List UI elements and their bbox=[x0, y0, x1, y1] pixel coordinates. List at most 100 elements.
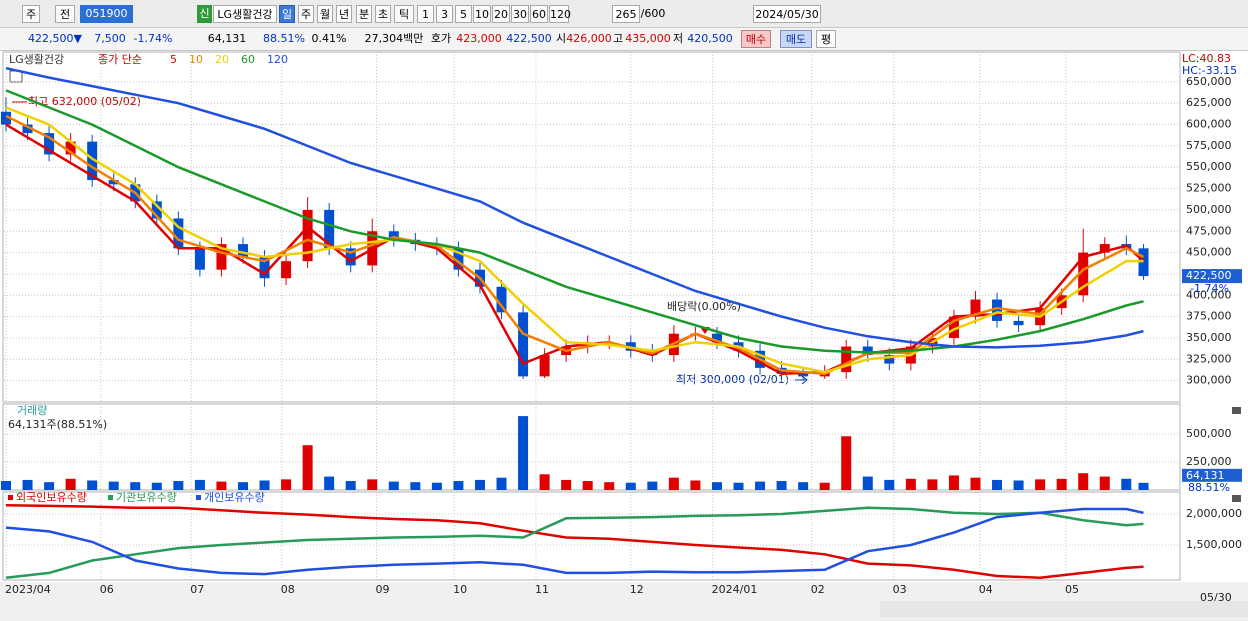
toolbar: 주 전 051900 신 LG생활건강 일 주 월 년 분 초 틱 1 3 5 10 20 30 60 120 265/… bbox=[0, 0, 1248, 28]
x-tick-label: 03 bbox=[893, 583, 907, 596]
toolbar-item[interactable]: 전 bbox=[55, 5, 75, 23]
toolbar-item[interactable]: 틱 bbox=[394, 5, 414, 23]
volume-subtitle: 64,131주(88.51%) bbox=[8, 418, 107, 431]
volume-bar bbox=[970, 477, 981, 490]
volume-bar bbox=[561, 479, 572, 490]
y-tick-label: 650,000 bbox=[1186, 75, 1232, 88]
toolbar-item[interactable]: 60 bbox=[530, 5, 548, 23]
price-frame bbox=[2, 51, 1181, 403]
toolbar-item[interactable]: LG생활건강 bbox=[213, 5, 277, 23]
candle-body bbox=[324, 209, 335, 249]
volume-bar bbox=[410, 482, 421, 490]
volume-bar bbox=[1056, 478, 1067, 490]
toolbar-item[interactable]: 3 bbox=[436, 5, 453, 23]
chart: LG생활건강 종가 단순 LC:40.83 HC:-33.15 최고 632,0… bbox=[0, 51, 1248, 620]
volume-bar bbox=[819, 482, 830, 490]
toolbar-item[interactable]: 매수 bbox=[741, 30, 771, 48]
toolbar-item: 저 bbox=[672, 32, 684, 45]
toolbar-item[interactable]: 2024/05/30 bbox=[753, 5, 821, 23]
dividend-annotation: 배당락(0.00%) bbox=[667, 300, 741, 313]
ma-line bbox=[5, 114, 1145, 376]
toolbar-item[interactable]: 년 bbox=[336, 5, 352, 23]
low-arrow bbox=[795, 375, 808, 385]
toolbar-item: 422,500▼ bbox=[28, 32, 82, 45]
volume-bar bbox=[776, 481, 787, 490]
toolbar-item[interactable]: 초 bbox=[375, 5, 391, 23]
x-tick-label: 2024/01 bbox=[712, 583, 758, 596]
toolbar-item[interactable]: 051900 bbox=[80, 5, 133, 23]
low-annotation: 최저 300,000 (02/01) bbox=[676, 373, 789, 386]
toolbar-item[interactable]: 265 bbox=[612, 5, 640, 23]
x-tick-label: 11 bbox=[535, 583, 549, 596]
volume-bar bbox=[302, 445, 313, 490]
toolbar-item: 7,500 bbox=[94, 32, 126, 45]
candle-body bbox=[173, 218, 184, 249]
toolbar-item[interactable]: 월 bbox=[317, 5, 333, 23]
toolbar-item[interactable]: 1 bbox=[417, 5, 434, 23]
close-icon[interactable] bbox=[1232, 495, 1241, 502]
candle-body bbox=[259, 256, 270, 279]
y-tick-label: 450,000 bbox=[1186, 246, 1232, 259]
volume-bar bbox=[367, 479, 378, 490]
ma-line bbox=[5, 106, 1144, 374]
toolbar-item[interactable]: 120 bbox=[549, 5, 571, 23]
volume-bar bbox=[647, 481, 658, 490]
candle-body bbox=[992, 299, 1003, 321]
price-tag-bg bbox=[1182, 269, 1242, 284]
toolbar-item: 0.41% bbox=[311, 32, 347, 45]
toolbar-item: 시 bbox=[555, 32, 567, 45]
toolbar-item[interactable]: 일 bbox=[279, 5, 295, 23]
toolbar-item[interactable]: 주 bbox=[22, 5, 40, 23]
volume-bar bbox=[496, 477, 507, 490]
toolbar-item[interactable]: 주 bbox=[298, 5, 314, 23]
volume-bar bbox=[324, 476, 335, 490]
volume-tag: 64,131 bbox=[1186, 469, 1225, 482]
toolbar-item[interactable]: 분 bbox=[356, 5, 372, 23]
volume-bar bbox=[474, 479, 485, 490]
candle-body bbox=[302, 209, 313, 262]
candle-body bbox=[711, 333, 722, 343]
toolbar-item[interactable]: 20 bbox=[492, 5, 510, 23]
toolbar-item: 64,131 bbox=[207, 32, 247, 45]
close-icon[interactable] bbox=[1232, 407, 1241, 414]
candle-body bbox=[87, 141, 98, 181]
toolbar-item[interactable]: 매도 bbox=[780, 30, 812, 48]
y-tick-label: 375,000 bbox=[1186, 310, 1232, 323]
candle-body bbox=[453, 248, 464, 270]
volume-bar bbox=[711, 482, 722, 490]
quote-bar: 422,500▼ 7,500 -1.74% 64,131 88.51% 0.41% 27,3… bbox=[0, 28, 1248, 51]
legend-swatch bbox=[108, 495, 113, 500]
candle-body bbox=[44, 133, 55, 155]
toolbar-item[interactable]: 5 bbox=[455, 5, 472, 23]
volume-bar bbox=[237, 482, 248, 490]
holding-line bbox=[5, 507, 1144, 576]
x-tick-label: 10 bbox=[453, 583, 467, 596]
toolbar-item[interactable]: 30 bbox=[511, 5, 529, 23]
toolbar-item[interactable]: 10 bbox=[473, 5, 491, 23]
candle-body bbox=[862, 346, 873, 356]
x-tick-label: 06 bbox=[100, 583, 114, 596]
volume-tag-bg bbox=[1182, 468, 1242, 482]
volume-bar bbox=[1078, 473, 1089, 490]
price-tag: 422,500 bbox=[1186, 269, 1232, 282]
table-icon[interactable] bbox=[9, 70, 23, 83]
toolbar-item: 88.51% bbox=[263, 32, 305, 45]
scroll-controls[interactable] bbox=[880, 601, 1248, 617]
toolbar-item: 27,304백만 bbox=[364, 32, 424, 45]
x-tick-label: 12 bbox=[630, 583, 644, 596]
y-tick-label: 500,000 bbox=[1186, 427, 1232, 440]
candle-body bbox=[22, 124, 33, 134]
toolbar-item: 422,500 bbox=[506, 32, 552, 45]
y-tick-label: 350,000 bbox=[1186, 331, 1232, 344]
toolbar-item[interactable]: 평 bbox=[816, 30, 836, 48]
candle-body bbox=[1013, 320, 1024, 326]
legend-entry: 기관보유수량 bbox=[116, 491, 177, 504]
legend-entry: 5 bbox=[170, 53, 177, 66]
legend-swatch bbox=[8, 495, 13, 500]
holding-line bbox=[5, 506, 1144, 580]
legend-entry: 외국인보유수량 bbox=[16, 491, 87, 504]
y-tick-label: 625,000 bbox=[1186, 96, 1232, 109]
candle-body bbox=[970, 299, 981, 317]
toolbar-item: 호가 bbox=[430, 32, 452, 45]
candle-body bbox=[281, 261, 292, 279]
